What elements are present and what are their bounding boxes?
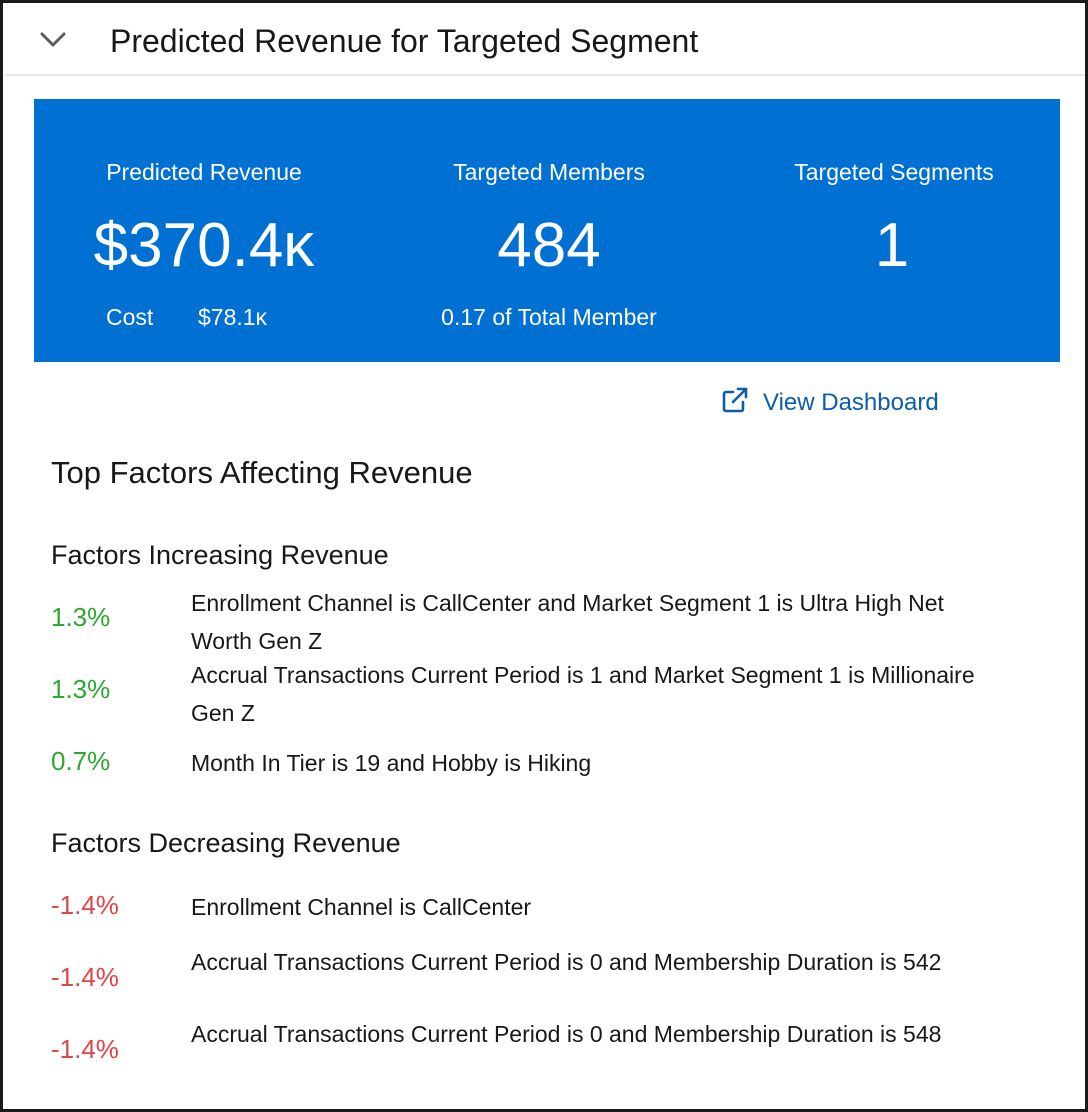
members-share: 0.17 of Total Member xyxy=(441,304,657,330)
kpi-panel: Predicted Revenue $370.4ᴋ Cost $78.1ᴋ Ta… xyxy=(34,99,1060,362)
factor-increase-pct: 0.7% xyxy=(51,746,111,776)
top-factors-title: Top Factors Affecting Revenue xyxy=(51,455,473,490)
chevron-down-icon[interactable] xyxy=(36,25,70,55)
view-dashboard-label: View Dashboard xyxy=(763,389,939,416)
cost-label: Cost xyxy=(106,304,154,330)
predicted-revenue-label: Predicted Revenue xyxy=(106,159,302,185)
targeted-members-value: 484 xyxy=(497,211,601,280)
decreasing-factors-title: Factors Decreasing Revenue xyxy=(51,828,401,858)
cost-value: $78.1ᴋ xyxy=(198,304,268,330)
factor-decrease-text: Enrollment Channel is CallCenter xyxy=(191,894,532,920)
card-header: Predicted Revenue for Targeted Segment xyxy=(6,3,1085,76)
targeted-segments-value: 1 xyxy=(874,211,910,280)
targeted-members-label: Targeted Members xyxy=(453,159,645,185)
increasing-factors-title: Factors Increasing Revenue xyxy=(51,540,389,570)
view-dashboard-link[interactable]: View Dashboard xyxy=(721,386,939,420)
factor-decrease-pct: -1.4% xyxy=(51,1034,119,1064)
factor-increase-pct: 1.3% xyxy=(51,602,111,632)
factor-increase-text: Accrual Transactions Current Period is 1… xyxy=(191,662,975,726)
factor-increase-text: Month In Tier is 19 and Hobby is Hiking xyxy=(191,750,592,776)
external-link-icon xyxy=(721,386,749,421)
card-title: Predicted Revenue for Targeted Segment xyxy=(110,23,699,59)
factor-decrease-text: Accrual Transactions Current Period is 0… xyxy=(191,949,942,975)
factor-increase-pct: 1.3% xyxy=(51,674,111,704)
factor-decrease-pct: -1.4% xyxy=(51,890,119,920)
targeted-segments-label: Targeted Segments xyxy=(794,159,994,185)
predicted-revenue-value: $370.4ᴋ xyxy=(93,211,315,280)
factor-increase-text: Enrollment Channel is CallCenter and Mar… xyxy=(191,590,944,654)
factor-decrease-pct: -1.4% xyxy=(51,962,119,992)
factor-decrease-text: Accrual Transactions Current Period is 0… xyxy=(191,1021,942,1047)
